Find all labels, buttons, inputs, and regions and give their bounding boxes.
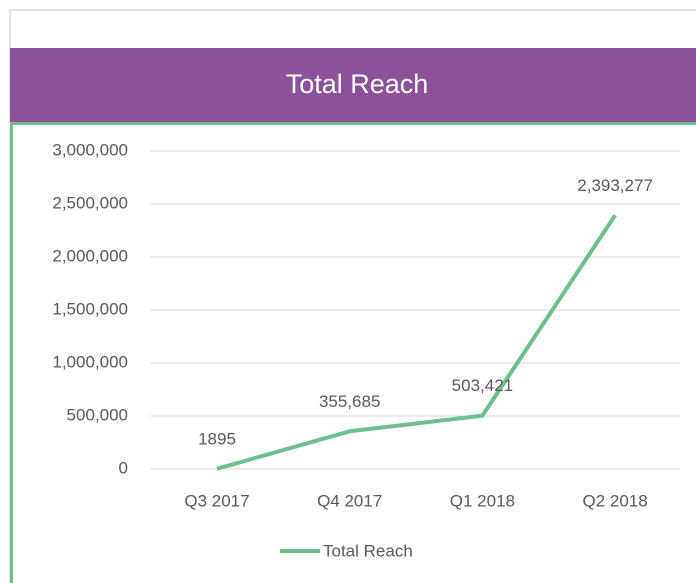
x-tick-label: Q1 2018 — [450, 491, 515, 510]
panel-border — [10, 122, 696, 583]
x-tick-label: Q4 2017 — [317, 491, 382, 510]
data-label: 355,685 — [319, 392, 380, 411]
y-tick-label: 0 — [119, 458, 128, 477]
y-tick-label: 2,500,000 — [52, 193, 128, 212]
x-tick-label: Q3 2017 — [184, 491, 249, 510]
line — [216, 214, 617, 471]
data-label: 2,393,277 — [577, 176, 653, 195]
legend-label: Total Reach — [323, 541, 413, 560]
y-tick-label: 500,000 — [67, 405, 128, 424]
data-label: 503,421 — [452, 376, 513, 395]
data-label: 1895 — [198, 429, 236, 448]
chart-title: Total Reach — [286, 69, 429, 99]
y-tick-label: 3,000,000 — [52, 140, 128, 159]
y-tick-label: 1,000,000 — [52, 352, 128, 371]
header-band — [10, 48, 696, 122]
y-tick-label: 1,500,000 — [52, 299, 128, 318]
y-tick-label: 2,000,000 — [52, 246, 128, 265]
x-tick-label: Q2 2018 — [582, 491, 647, 510]
